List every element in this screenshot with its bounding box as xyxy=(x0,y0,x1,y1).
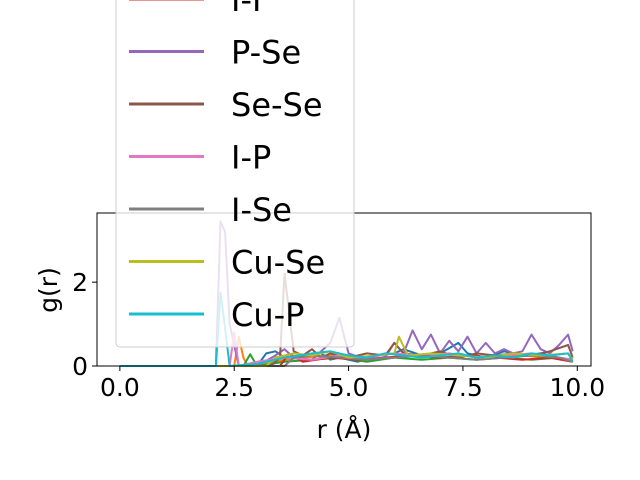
series-line-cu-p xyxy=(119,291,574,367)
tick-layer: 0.0 2.5 5.0 7.5 10.0 0 2 xyxy=(72,268,605,402)
legend: I-I P-Se Se-Se I-P I-Se Cu-Se Cu-P xyxy=(115,0,355,348)
x-tick-label: 10.0 xyxy=(549,373,605,402)
legend-label-se-se: Se-Se xyxy=(231,86,323,124)
y-tick-label: 0 xyxy=(72,352,88,381)
legend-label-cu-p: Cu-P xyxy=(231,296,304,334)
legend-label-i-p: I-P xyxy=(231,139,271,177)
x-tick-label: 2.5 xyxy=(214,373,254,402)
x-axis-label: r (Å) xyxy=(317,415,372,444)
series-layer xyxy=(119,220,574,367)
x-tick-label: 0.0 xyxy=(100,373,140,402)
x-tick-label: 7.5 xyxy=(443,373,483,402)
legend-label-cu-se: Cu-Se xyxy=(231,244,325,282)
y-tick-label: 2 xyxy=(72,268,88,297)
series-line-cu-se xyxy=(119,335,574,367)
y-axis-label: g(r) xyxy=(34,267,63,313)
legend-label-i-se: I-Se xyxy=(231,191,292,229)
legend-label-p-se: P-Se xyxy=(231,34,301,72)
x-tick-label: 5.0 xyxy=(329,373,369,402)
legend-label-i-i: I-I xyxy=(231,0,261,19)
